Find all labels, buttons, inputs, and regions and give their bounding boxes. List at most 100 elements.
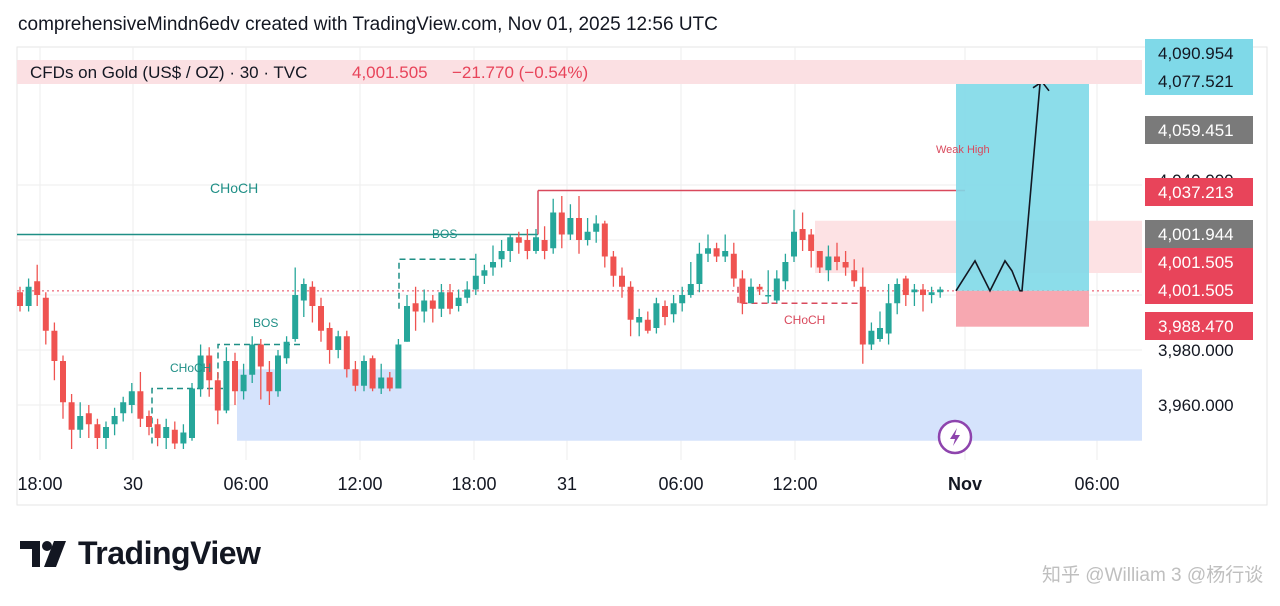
candle (670, 295, 677, 323)
candle-body (619, 275, 625, 287)
candle (300, 278, 307, 317)
price-label-bg (1145, 39, 1253, 67)
candle-body (249, 344, 256, 375)
candle-body (782, 262, 789, 282)
candle-body (171, 429, 178, 444)
candle-body (464, 289, 471, 298)
candle (877, 311, 883, 342)
candle-body (378, 377, 385, 389)
candle (266, 361, 273, 405)
candle (679, 286, 686, 312)
candle-body (85, 413, 92, 425)
price-label: 3,980.000 (1158, 341, 1234, 360)
candle (928, 286, 935, 304)
candle-body (154, 424, 161, 438)
candle (558, 196, 565, 249)
candle (730, 242, 737, 287)
candle-body (610, 256, 617, 276)
candle-body (343, 336, 350, 370)
x-tick-label: 31 (557, 474, 577, 494)
position-tool[interactable] (955, 80, 1089, 327)
candle-body (335, 336, 342, 350)
legend-change: −21.770 (−0.54%) (452, 63, 588, 82)
candle (206, 347, 213, 397)
candle (627, 281, 634, 337)
candle-body (765, 295, 772, 297)
candle-body (232, 361, 238, 392)
candle (834, 242, 840, 271)
candle (283, 336, 290, 364)
candle-body (42, 297, 49, 331)
candle-body (791, 231, 797, 257)
candle (361, 355, 367, 392)
lightning-icon[interactable] (937, 419, 973, 455)
candle-body (799, 229, 806, 240)
candle-body (369, 358, 376, 389)
candle (154, 418, 161, 447)
candle (911, 284, 918, 306)
candle-body (300, 284, 307, 301)
price-label: 3,960.000 (1158, 396, 1234, 415)
candle-body (911, 289, 918, 293)
candle-body (421, 300, 428, 312)
candle-body (223, 361, 230, 411)
candle-body (928, 292, 935, 295)
candle (808, 229, 815, 268)
x-tick-label: Nov (948, 474, 982, 494)
candle (756, 284, 763, 295)
candle (498, 240, 505, 268)
candle (249, 336, 256, 383)
candle-body (318, 306, 324, 331)
candle-body (266, 372, 273, 392)
candle (550, 198, 557, 254)
candle-body (894, 284, 901, 304)
price-label: 4,090.954 (1158, 44, 1234, 63)
candle-body (51, 330, 58, 361)
candle (214, 372, 221, 425)
price-label-bg (1145, 220, 1253, 248)
candle-body (627, 286, 634, 320)
candle-body (868, 330, 875, 345)
candle-body (851, 270, 858, 282)
candle-body (524, 240, 531, 251)
candle (851, 259, 858, 287)
candle (395, 339, 402, 389)
candle (34, 264, 41, 306)
candle-body (361, 361, 367, 386)
candle-body (842, 262, 849, 268)
candle (636, 308, 643, 337)
price-label: 4,001.505 (1158, 253, 1234, 272)
price-label-bg (1145, 248, 1253, 276)
candle (180, 424, 187, 449)
candle (77, 402, 84, 438)
candle-body (808, 234, 815, 251)
candle (352, 361, 359, 392)
candle-body (834, 256, 840, 262)
x-tick-label: 12:00 (337, 474, 382, 494)
candle (894, 278, 901, 315)
candle-body (128, 391, 135, 405)
candle-body (120, 402, 127, 414)
candle-body (240, 374, 247, 392)
price-label: 4,059.451 (1158, 121, 1234, 140)
candle-body (937, 289, 944, 293)
choch-label-2: CHoCH (170, 361, 211, 375)
candle (644, 311, 651, 334)
candle (816, 251, 823, 273)
tradingview-logo: TradingView (20, 535, 261, 572)
candle-body (713, 248, 720, 257)
candle-body (60, 361, 66, 403)
candle (189, 383, 195, 441)
candle-body (180, 432, 187, 444)
price-label: 4,001.505 (1158, 281, 1234, 300)
candle (421, 289, 428, 323)
candle (859, 267, 866, 364)
candle-body (756, 286, 763, 290)
candle (885, 284, 892, 345)
candle-body (283, 341, 290, 359)
candle-body (498, 251, 505, 260)
chart-frame (16, 46, 1268, 506)
candle-body (541, 240, 548, 251)
candle (773, 270, 780, 304)
